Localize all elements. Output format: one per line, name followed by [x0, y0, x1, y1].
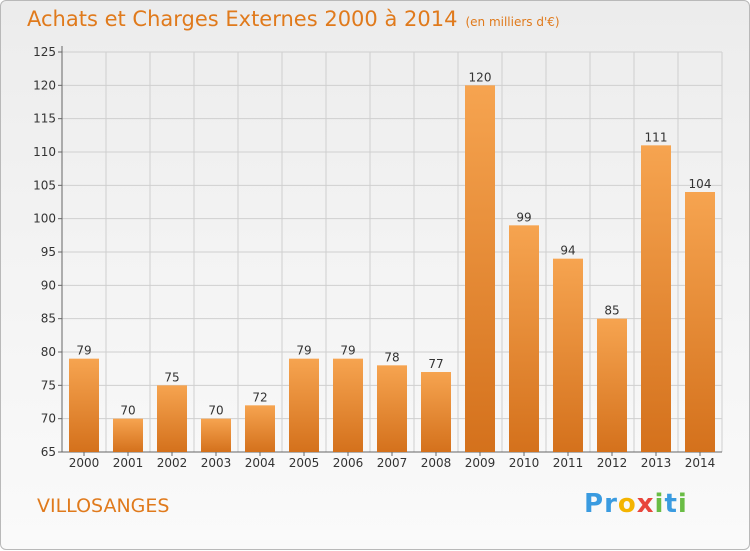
- x-tick-label: 2004: [245, 456, 276, 470]
- x-tick-label: 2010: [509, 456, 540, 470]
- data-label-2013: 111: [645, 130, 668, 144]
- x-tick-label: 2002: [157, 456, 188, 470]
- x-tick-label: 2013: [641, 456, 672, 470]
- bar-2009[interactable]: [465, 85, 495, 452]
- data-label-2005: 79: [296, 344, 311, 358]
- data-label-2006: 79: [340, 344, 355, 358]
- x-tick-label: 2005: [289, 456, 320, 470]
- data-label-2007: 78: [384, 350, 399, 364]
- y-tick-label: 100: [33, 212, 56, 226]
- logo-letter: x: [636, 489, 655, 519]
- bar-2013[interactable]: [641, 145, 671, 453]
- y-tick-label: 125: [33, 45, 56, 59]
- logo-letter: P: [584, 489, 605, 519]
- y-tick-label: 95: [41, 245, 56, 259]
- logo-letter: i: [677, 489, 688, 519]
- data-label-2011: 94: [560, 244, 575, 258]
- logo-letter: r: [604, 489, 618, 519]
- bar-2011[interactable]: [553, 258, 583, 452]
- y-tick-label: 115: [33, 112, 56, 126]
- bar-2008[interactable]: [421, 372, 451, 452]
- bar-2010[interactable]: [509, 225, 539, 452]
- bar-2004[interactable]: [245, 405, 275, 452]
- y-tick-label: 105: [33, 178, 56, 192]
- x-tick-label: 2006: [333, 456, 364, 470]
- data-label-2002: 75: [164, 370, 179, 384]
- bar-2014[interactable]: [685, 192, 715, 452]
- place-name: VILLOSANGES: [37, 495, 170, 517]
- bars: [69, 85, 715, 453]
- data-label-2009: 120: [469, 70, 492, 84]
- proxiti-logo[interactable]: Proxiti: [584, 489, 688, 519]
- data-label-2004: 72: [252, 390, 267, 404]
- x-tick-label: 2003: [201, 456, 232, 470]
- bar-2012[interactable]: [597, 318, 627, 452]
- bar-2000[interactable]: [69, 358, 99, 452]
- bar-2006[interactable]: [333, 358, 363, 452]
- y-tick-label: 120: [33, 78, 56, 92]
- y-tick-label: 85: [41, 312, 56, 326]
- chart-title: Achats et Charges Externes 2000 à 2014 (e…: [27, 7, 560, 31]
- y-tick-label: 90: [41, 278, 56, 292]
- x-tick-label: 2001: [113, 456, 144, 470]
- data-label-2010: 99: [516, 210, 531, 224]
- x-tick-label: 2009: [465, 456, 496, 470]
- chart-subtitle: (en milliers d'€): [465, 15, 560, 29]
- y-tick-label: 75: [41, 378, 56, 392]
- data-label-2003: 70: [208, 404, 223, 418]
- bar-2003[interactable]: [201, 418, 231, 452]
- x-tick-label: 2014: [685, 456, 716, 470]
- x-tick-label: 2007: [377, 456, 408, 470]
- y-tick-label: 70: [41, 412, 56, 426]
- bar-2001[interactable]: [113, 418, 143, 452]
- logo-letter: o: [617, 489, 637, 519]
- x-tick-label: 2012: [597, 456, 628, 470]
- data-label-2012: 85: [604, 304, 619, 318]
- bar-2005[interactable]: [289, 358, 319, 452]
- x-tick-label: 2011: [553, 456, 584, 470]
- y-tick-label: 110: [33, 145, 56, 159]
- logo-letter: i: [654, 489, 665, 519]
- bar-2002[interactable]: [157, 385, 187, 452]
- data-label-2001: 70: [120, 404, 135, 418]
- y-tick-label: 65: [41, 445, 56, 459]
- logo-letter: t: [664, 489, 678, 519]
- x-tick-label: 2008: [421, 456, 452, 470]
- chart-title-text: Achats et Charges Externes 2000 à 2014: [27, 7, 458, 31]
- y-tick-label: 80: [41, 345, 56, 359]
- bar-2007[interactable]: [377, 365, 407, 452]
- x-tick-label: 2000: [69, 456, 100, 470]
- data-labels: 79 70 75 70 72 79 79 78 77 120 99 94 85 111 104: [76, 70, 711, 417]
- data-label-2008: 77: [428, 357, 443, 371]
- data-label-2000: 79: [76, 344, 91, 358]
- data-label-2014: 104: [689, 177, 712, 191]
